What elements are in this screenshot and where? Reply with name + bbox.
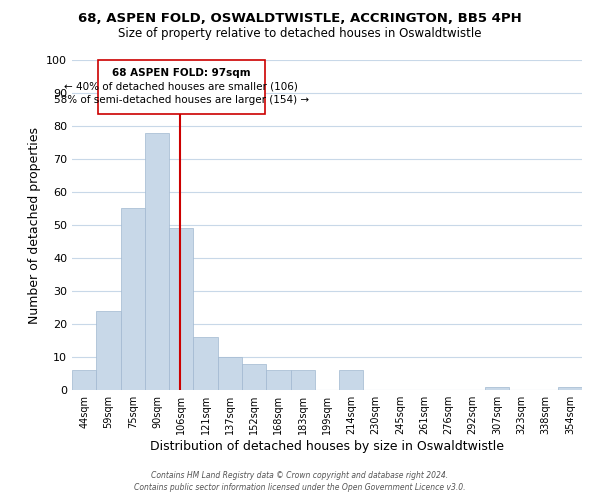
FancyBboxPatch shape	[97, 60, 265, 114]
X-axis label: Distribution of detached houses by size in Oswaldtwistle: Distribution of detached houses by size …	[150, 440, 504, 453]
Bar	[145, 132, 169, 390]
Bar	[266, 370, 290, 390]
Bar	[96, 311, 121, 390]
Text: 68 ASPEN FOLD: 97sqm: 68 ASPEN FOLD: 97sqm	[112, 68, 251, 78]
Bar	[169, 228, 193, 390]
Bar	[485, 386, 509, 390]
Bar	[193, 337, 218, 390]
Bar	[218, 357, 242, 390]
Text: 68, ASPEN FOLD, OSWALDTWISTLE, ACCRINGTON, BB5 4PH: 68, ASPEN FOLD, OSWALDTWISTLE, ACCRINGTO…	[78, 12, 522, 26]
Y-axis label: Number of detached properties: Number of detached properties	[28, 126, 41, 324]
Text: 58% of semi-detached houses are larger (154) →: 58% of semi-detached houses are larger (…	[54, 94, 309, 104]
Text: Size of property relative to detached houses in Oswaldtwistle: Size of property relative to detached ho…	[118, 28, 482, 40]
Text: ← 40% of detached houses are smaller (106): ← 40% of detached houses are smaller (10…	[64, 82, 298, 92]
Bar	[121, 208, 145, 390]
Bar	[242, 364, 266, 390]
Bar	[558, 386, 582, 390]
Text: Contains HM Land Registry data © Crown copyright and database right 2024.
Contai: Contains HM Land Registry data © Crown c…	[134, 471, 466, 492]
Bar	[290, 370, 315, 390]
Bar	[72, 370, 96, 390]
Bar	[339, 370, 364, 390]
